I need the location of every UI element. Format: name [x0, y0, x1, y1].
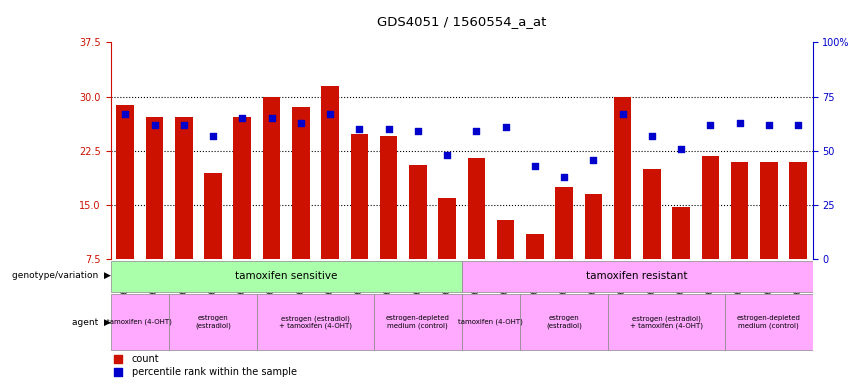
Bar: [111, 295, 169, 350]
Point: [111, 369, 124, 375]
Bar: [585, 194, 602, 260]
Bar: [233, 117, 251, 260]
Bar: [467, 158, 485, 260]
Bar: [322, 86, 339, 260]
Point: [645, 132, 659, 139]
Bar: [725, 295, 813, 350]
Text: genotype/variation  ▶: genotype/variation ▶: [12, 271, 111, 280]
Bar: [438, 198, 456, 260]
Point: [148, 122, 162, 128]
Point: [470, 128, 483, 134]
Point: [791, 122, 805, 128]
Bar: [374, 295, 461, 350]
Point: [733, 119, 746, 126]
Bar: [526, 234, 544, 260]
Text: estrogen-depleted
medium (control): estrogen-depleted medium (control): [737, 316, 801, 329]
Text: tamoxifen resistant: tamoxifen resistant: [586, 271, 688, 281]
Bar: [608, 295, 725, 350]
Point: [616, 111, 630, 117]
Point: [111, 356, 124, 362]
Bar: [701, 156, 719, 260]
Bar: [111, 261, 461, 291]
Point: [265, 115, 278, 121]
Text: tamoxifen (4-OHT): tamoxifen (4-OHT): [107, 319, 172, 326]
Point: [704, 122, 717, 128]
Point: [206, 132, 220, 139]
Bar: [555, 187, 573, 260]
Bar: [409, 165, 426, 260]
Bar: [760, 162, 778, 260]
Point: [382, 126, 396, 132]
Bar: [614, 96, 631, 260]
Point: [236, 115, 249, 121]
Text: tamoxifen sensitive: tamoxifen sensitive: [235, 271, 337, 281]
Bar: [175, 117, 192, 260]
Point: [177, 122, 191, 128]
Point: [411, 128, 425, 134]
Text: estrogen-depleted
medium (control): estrogen-depleted medium (control): [386, 316, 449, 329]
Text: estrogen
(estradiol): estrogen (estradiol): [195, 316, 231, 329]
Point: [557, 174, 571, 180]
Text: count: count: [132, 354, 159, 364]
Bar: [497, 220, 514, 260]
Bar: [204, 172, 222, 260]
Bar: [292, 107, 310, 260]
Point: [586, 156, 600, 162]
Point: [499, 124, 512, 130]
Point: [762, 122, 775, 128]
Bar: [461, 295, 520, 350]
Text: estrogen (estradiol)
+ tamoxifen (4-OHT): estrogen (estradiol) + tamoxifen (4-OHT): [630, 315, 703, 329]
Bar: [672, 207, 690, 260]
Text: GDS4051 / 1560554_a_at: GDS4051 / 1560554_a_at: [377, 15, 546, 28]
Point: [118, 111, 132, 117]
Point: [323, 111, 337, 117]
Bar: [351, 134, 368, 260]
Point: [528, 163, 541, 169]
Text: estrogen (estradiol)
+ tamoxifen (4-OHT): estrogen (estradiol) + tamoxifen (4-OHT): [279, 315, 352, 329]
Text: tamoxifen (4-OHT): tamoxifen (4-OHT): [459, 319, 523, 326]
Bar: [169, 295, 257, 350]
Point: [294, 119, 307, 126]
Bar: [117, 105, 134, 260]
Bar: [643, 169, 660, 260]
Point: [674, 146, 688, 152]
Point: [352, 126, 366, 132]
Bar: [263, 97, 280, 260]
Bar: [520, 295, 608, 350]
Text: agent  ▶: agent ▶: [71, 318, 111, 327]
Point: [440, 152, 454, 158]
Text: percentile rank within the sample: percentile rank within the sample: [132, 367, 297, 377]
Bar: [731, 162, 748, 260]
Bar: [380, 136, 397, 260]
Bar: [789, 162, 807, 260]
Text: estrogen
(estradiol): estrogen (estradiol): [546, 316, 582, 329]
Bar: [146, 117, 163, 260]
Bar: [257, 295, 374, 350]
Bar: [461, 261, 813, 291]
